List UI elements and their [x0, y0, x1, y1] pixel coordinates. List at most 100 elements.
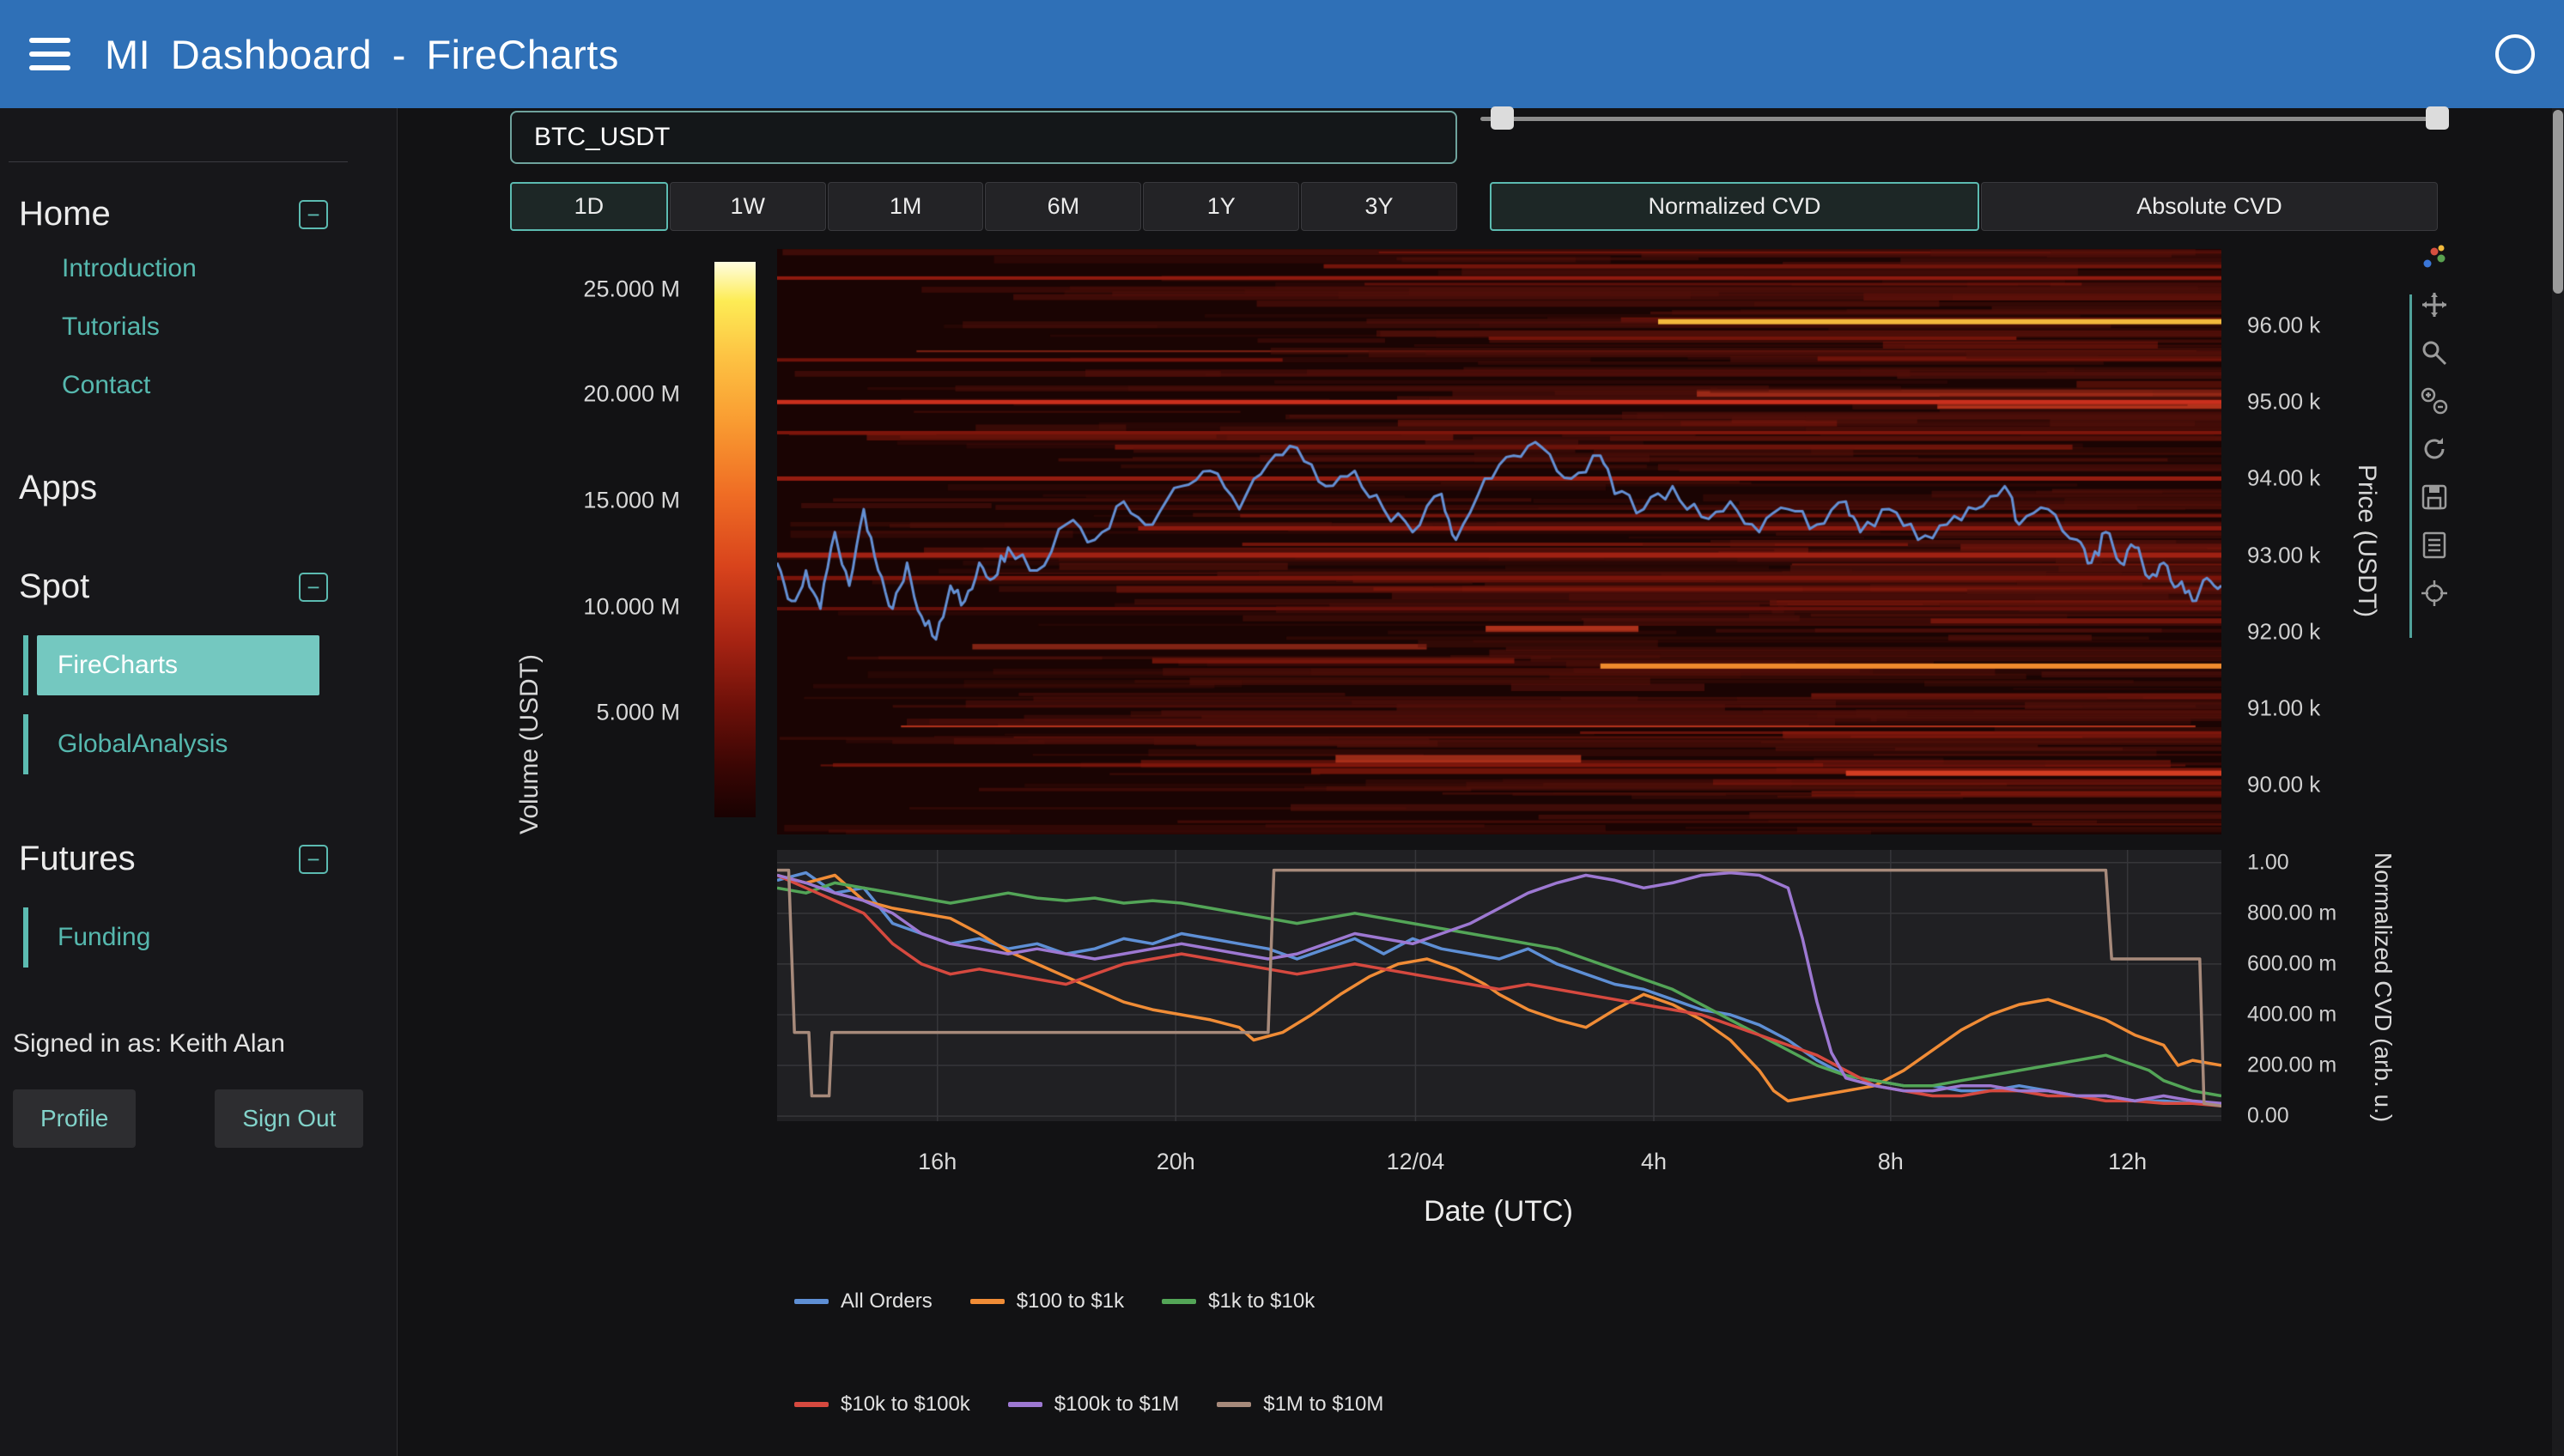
sidebar-item-contact[interactable]: Contact	[62, 371, 397, 400]
range-button-6m[interactable]: 6M	[985, 182, 1141, 231]
x-tick: 4h	[1641, 1149, 1667, 1175]
sidebar-item-globalanalysis[interactable]: GlobalAnalysis	[23, 714, 319, 774]
colorbar-tick: 15.000 M	[583, 488, 680, 514]
slider-track[interactable]	[1480, 117, 2449, 121]
app-header: MI Dashboard - FireCharts	[0, 0, 2564, 108]
save-tool-icon[interactable]	[2420, 482, 2449, 512]
reset-axes-tool-icon[interactable]	[2420, 434, 2449, 464]
sidebar-item-tutorials[interactable]: Tutorials	[62, 312, 397, 342]
cvd-tick: 1.00	[2247, 850, 2289, 875]
legend-swatch	[1217, 1402, 1251, 1407]
section-title: Home	[19, 195, 111, 234]
active-indicator-bar	[23, 635, 28, 695]
account-icon[interactable]	[2495, 34, 2535, 74]
collapse-icon[interactable]: −	[299, 200, 328, 229]
sidebar-item-firecharts[interactable]: FireCharts	[23, 635, 319, 695]
x-tick: 12h	[2108, 1149, 2147, 1175]
colorbar-tick: 20.000 M	[583, 380, 680, 407]
legend-label: All Orders	[841, 1289, 933, 1313]
legend-item--1k-to-10k[interactable]: $1k to $10k	[1162, 1289, 1315, 1313]
sidebar-item-funding[interactable]: Funding	[23, 907, 319, 968]
legend-label: $1M to $10M	[1263, 1392, 1383, 1417]
active-indicator-bar	[23, 714, 28, 774]
sidebar-item-label: FireCharts	[37, 635, 319, 695]
price-tick: 90.00 k	[2247, 772, 2320, 798]
data-tool-icon[interactable]	[2420, 531, 2449, 560]
cvd-tick: 0.00	[2247, 1104, 2289, 1129]
cvd-mode-absolute-cvd[interactable]: Absolute CVD	[1981, 182, 2438, 231]
colorbar	[714, 262, 756, 817]
date-range-slider[interactable]	[1480, 105, 2449, 132]
signed-in-text: Signed in as: Keith Alan	[13, 1029, 397, 1059]
app-root: MI Dashboard - FireCharts Home − Introduct…	[0, 0, 2564, 1456]
slider-handle-right[interactable]	[2426, 106, 2449, 130]
legend-item--100k-to-1m[interactable]: $100k to $1M	[1008, 1392, 1179, 1417]
legend-item--1m-to-10m[interactable]: $1M to $10M	[1217, 1392, 1383, 1417]
legend-swatch	[1008, 1402, 1042, 1407]
price-axis-label: Price (USDT)	[2352, 464, 2381, 617]
legend-label: $1k to $10k	[1208, 1289, 1315, 1313]
symbol-input[interactable]	[510, 111, 1457, 164]
slider-handle-left[interactable]	[1491, 106, 1514, 130]
colorbar-ticks: 25.000 M20.000 M15.000 M10.000 M5.000 M	[532, 262, 680, 817]
sidebar: Home − Introduction Tutorials Contact Apps Spo…	[0, 108, 398, 1456]
cvd-mode-toggle: Normalized CVDAbsolute CVD	[1490, 182, 2438, 231]
x-axis-label: Date (UTC)	[1424, 1195, 1573, 1228]
page-scrollbar	[2552, 108, 2564, 1456]
range-button-1d[interactable]: 1D	[510, 182, 668, 231]
pan-tool-icon[interactable]	[2420, 290, 2449, 319]
heatmap-plot[interactable]	[777, 249, 2221, 834]
plotly-modebar	[2420, 242, 2449, 608]
legend-swatch	[970, 1299, 1005, 1304]
active-indicator-bar	[23, 907, 28, 968]
price-tick: 92.00 k	[2247, 618, 2320, 645]
legend-item--100-to-1k[interactable]: $100 to $1k	[970, 1289, 1124, 1313]
cvd-mode-normalized-cvd[interactable]: Normalized CVD	[1490, 182, 1979, 231]
box-zoom-tool-icon[interactable]	[2420, 338, 2449, 367]
sidebar-item-introduction[interactable]: Introduction	[62, 254, 397, 283]
range-button-1y[interactable]: 1Y	[1143, 182, 1299, 231]
legend-label: $100k to $1M	[1054, 1392, 1179, 1417]
legend-item-all-orders[interactable]: All Orders	[794, 1289, 933, 1313]
x-tick: 20h	[1157, 1149, 1195, 1175]
collapse-icon[interactable]: −	[299, 573, 328, 602]
zoom-in-out-tool-icon[interactable]	[2420, 386, 2449, 416]
range-button-1w[interactable]: 1W	[670, 182, 826, 231]
x-tick: 16h	[918, 1149, 957, 1175]
colorbar-tick: 25.000 M	[583, 276, 680, 303]
sidebar-section-apps: Apps	[0, 469, 397, 507]
modebar-active-indicator	[2409, 294, 2412, 638]
legend-row-1: All Orders $100 to $1k $1k to $10k	[794, 1289, 1315, 1313]
cvd-axis-ticks: 1.00800.00 m600.00 m400.00 m200.00 m0.00	[2247, 850, 2385, 1121]
legend-item--10k-to-100k[interactable]: $10k to $100k	[794, 1392, 970, 1417]
x-tick: 12/04	[1387, 1149, 1445, 1175]
legend-label: $10k to $100k	[841, 1392, 970, 1417]
profile-button[interactable]: Profile	[13, 1089, 136, 1148]
sidebar-sections: Home − Introduction Tutorials Contact Apps Spo…	[0, 195, 397, 968]
range-button-1m[interactable]: 1M	[828, 182, 984, 231]
time-range-buttons: 1D1W1M6M1Y3Y	[510, 182, 1457, 231]
section-title: Apps	[19, 469, 97, 507]
legend-row-2: $10k to $100k $100k to $1M $1M to $10M	[794, 1392, 1383, 1417]
legend-label: $100 to $1k	[1017, 1289, 1124, 1313]
price-tick: 96.00 k	[2247, 312, 2320, 339]
legend-swatch	[794, 1299, 829, 1304]
cvd-line-plot[interactable]	[777, 850, 2221, 1121]
range-button-3y[interactable]: 3Y	[1301, 182, 1457, 231]
legend-swatch	[1162, 1299, 1196, 1304]
sidebar-item-label: GlobalAnalysis	[37, 714, 319, 774]
sign-out-button[interactable]: Sign Out	[215, 1089, 363, 1148]
collapse-icon[interactable]: −	[299, 845, 328, 874]
app-title: MI Dashboard - FireCharts	[105, 31, 619, 78]
price-tick: 91.00 k	[2247, 695, 2320, 721]
section-title: Spot	[19, 567, 89, 606]
plotly-logo-icon[interactable]	[2420, 242, 2449, 271]
cvd-tick: 800.00 m	[2247, 901, 2336, 925]
cvd-axis-label: Normalized CVD (arb. u.)	[2369, 852, 2397, 1122]
page-scrollbar-thumb[interactable]	[2553, 110, 2563, 294]
colorbar-tick: 10.000 M	[583, 593, 680, 620]
sidebar-section-spot: Spot − FireCharts GlobalAnalysis	[0, 567, 397, 774]
menu-icon[interactable]	[29, 38, 70, 70]
crosshair-tool-icon[interactable]	[2420, 579, 2449, 608]
cvd-tick: 200.00 m	[2247, 1053, 2336, 1078]
